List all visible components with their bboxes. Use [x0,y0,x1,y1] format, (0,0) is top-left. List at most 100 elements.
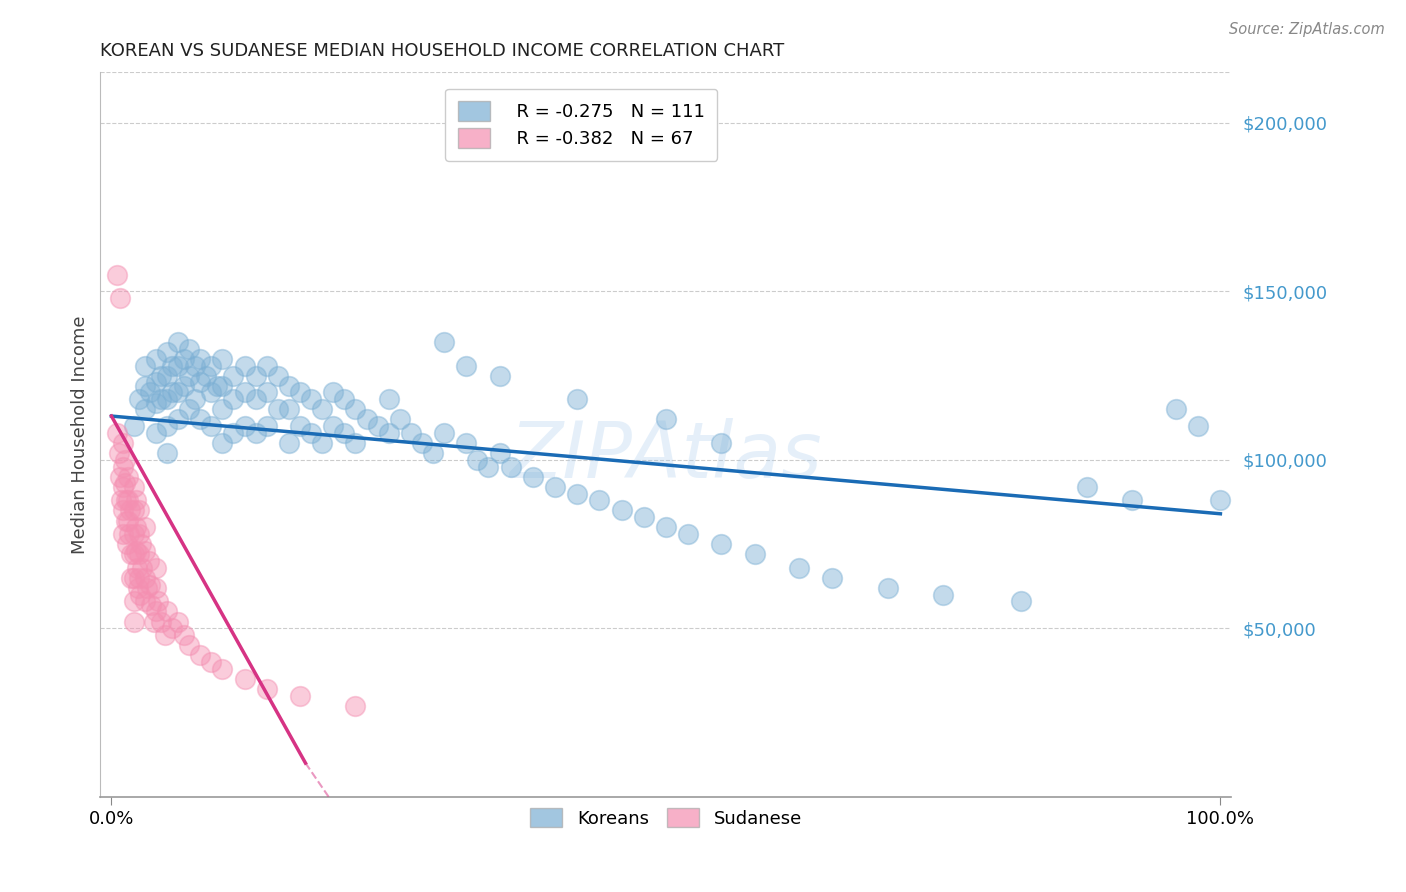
Legend: Koreans, Sudanese: Koreans, Sudanese [523,800,810,835]
Point [142,615,165,629]
Point [122,419,145,434]
Point [1010,594,1032,608]
Point [610,503,633,517]
Point [167,359,190,373]
Point [388,412,411,426]
Point [256,385,278,400]
Point [456,436,478,450]
Point [188,376,211,390]
Point [117,493,139,508]
Point [134,402,156,417]
Point [134,520,156,534]
Point [156,392,179,407]
Point [128,503,150,517]
Point [145,376,167,390]
Point [134,378,156,392]
Point [150,615,173,629]
Point [333,392,356,407]
Point [128,571,150,585]
Point [110,469,132,483]
Point [1076,480,1098,494]
Point [162,359,184,373]
Point [522,469,544,483]
Point [115,493,138,508]
Point [399,425,422,440]
Point [277,378,299,392]
Point [156,446,179,460]
Point [125,544,148,558]
Point [117,469,139,483]
Point [710,537,733,551]
Point [122,547,145,561]
Point [173,351,195,366]
Point [245,368,267,383]
Point [120,547,142,561]
Point [120,571,142,585]
Point [633,510,655,524]
Point [125,560,148,574]
Point [145,605,167,619]
Point [122,503,145,517]
Point [567,392,589,407]
Point [183,392,205,407]
Point [222,392,245,407]
Point [162,621,184,635]
Point [288,385,311,400]
Point [111,436,134,450]
Point [111,459,134,474]
Point [200,419,222,434]
Point [488,368,510,383]
Point [139,577,162,591]
Point [233,672,256,686]
Point [145,560,167,574]
Point [499,459,522,474]
Point [188,412,211,426]
Point [167,334,190,349]
Point [277,402,299,417]
Point [211,378,233,392]
Point [1164,402,1187,417]
Point [114,476,136,491]
Point [211,351,233,366]
Point [150,368,173,383]
Point [544,480,567,494]
Point [932,588,955,602]
Point [111,480,134,494]
Point [488,446,510,460]
Point [128,392,150,407]
Point [311,436,333,450]
Point [245,392,267,407]
Point [122,594,145,608]
Text: KOREAN VS SUDANESE MEDIAN HOUSEHOLD INCOME CORRELATION CHART: KOREAN VS SUDANESE MEDIAN HOUSEHOLD INCO… [100,42,785,60]
Point [134,571,156,585]
Point [211,402,233,417]
Point [205,378,228,392]
Point [676,527,699,541]
Point [167,412,190,426]
Point [299,392,322,407]
Text: ZIPAtlas: ZIPAtlas [509,418,823,494]
Point [744,547,766,561]
Point [156,368,179,383]
Point [167,385,190,400]
Point [233,359,256,373]
Point [277,436,299,450]
Point [233,385,256,400]
Point [162,385,184,400]
Point [122,527,145,541]
Point [139,385,162,400]
Point [128,547,150,561]
Point [177,638,200,652]
Point [173,378,195,392]
Point [127,581,149,595]
Point [194,368,217,383]
Point [200,655,222,669]
Point [134,594,156,608]
Point [344,402,367,417]
Point [245,425,267,440]
Point [211,662,233,676]
Point [110,493,132,508]
Point [322,385,344,400]
Point [1209,493,1232,508]
Point [821,571,844,585]
